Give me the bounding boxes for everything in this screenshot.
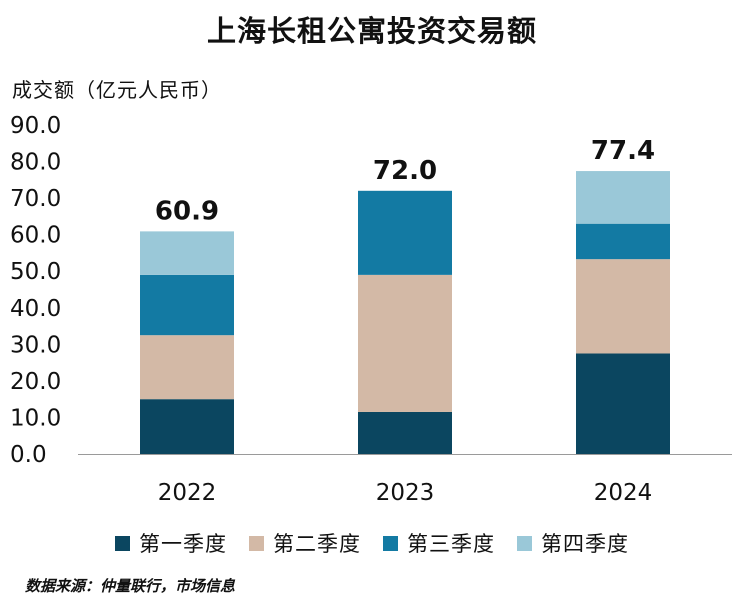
legend-label-q3: 第三季度 xyxy=(407,532,495,556)
bar-2024-q2 xyxy=(576,259,670,354)
y-tick-label-3: 30.0 xyxy=(10,332,61,358)
bar-2023-q1 xyxy=(358,411,452,454)
legend-swatch-q4 xyxy=(517,535,532,551)
y-tick-label-5: 50.0 xyxy=(10,259,61,285)
x-tick-label-2024: 2024 xyxy=(594,480,653,506)
x-tick-label-2023: 2023 xyxy=(376,480,435,506)
y-tick-label-8: 80.0 xyxy=(10,150,61,176)
y-tick-label-0: 0.0 xyxy=(10,442,47,468)
bar-2022-q4 xyxy=(140,231,234,275)
total-label-2023: 72.0 xyxy=(373,156,437,186)
bar-2024-q1 xyxy=(576,353,670,454)
bar-2022-q2 xyxy=(140,335,234,400)
legend: 第一季度 第二季度 第三季度 第四季度 xyxy=(0,528,744,558)
legend-swatch-q1 xyxy=(115,535,130,551)
y-tick-label-7: 70.0 xyxy=(10,186,61,212)
y-tick-label-1: 10.0 xyxy=(10,405,61,431)
y-tick-label-9: 90.0 xyxy=(10,113,61,139)
bar-2022-q1 xyxy=(140,399,234,454)
y-tick-label-2: 20.0 xyxy=(10,369,61,395)
legend-item-q4: 第四季度 xyxy=(517,528,629,558)
source-note: 数据来源：仲量联行，市场信息 xyxy=(25,577,236,595)
bar-2023-q3 xyxy=(358,190,452,275)
legend-label-q4: 第四季度 xyxy=(541,532,629,556)
bar-2024-q4 xyxy=(576,171,670,224)
legend-swatch-q2 xyxy=(249,535,264,551)
y-tick-label-4: 40.0 xyxy=(10,296,61,322)
y-axis-label: 成交额（亿元人民币） xyxy=(12,78,222,102)
legend-swatch-q3 xyxy=(383,535,398,551)
total-label-2024: 77.4 xyxy=(591,136,655,166)
chart-title: 上海长租公寓投资交易额 xyxy=(206,14,537,48)
legend-label-q1: 第一季度 xyxy=(139,532,227,556)
bar-2024-q3 xyxy=(576,223,670,260)
legend-item-q1: 第一季度 xyxy=(115,528,227,558)
legend-label-q2: 第二季度 xyxy=(273,532,361,556)
legend-item-q2: 第二季度 xyxy=(249,528,361,558)
legend-item-q3: 第三季度 xyxy=(383,528,495,558)
bar-2023-q2 xyxy=(358,274,452,412)
x-tick-label-2022: 2022 xyxy=(158,480,217,506)
y-tick-label-6: 60.0 xyxy=(10,223,61,249)
total-label-2022: 60.9 xyxy=(155,196,219,226)
bar-2022-q3 xyxy=(140,274,234,336)
stacked-bar-chart: 0.0 10.0 20.0 30.0 40.0 50.0 60.0 70.0 80.0 90.0 6… xyxy=(10,113,732,506)
